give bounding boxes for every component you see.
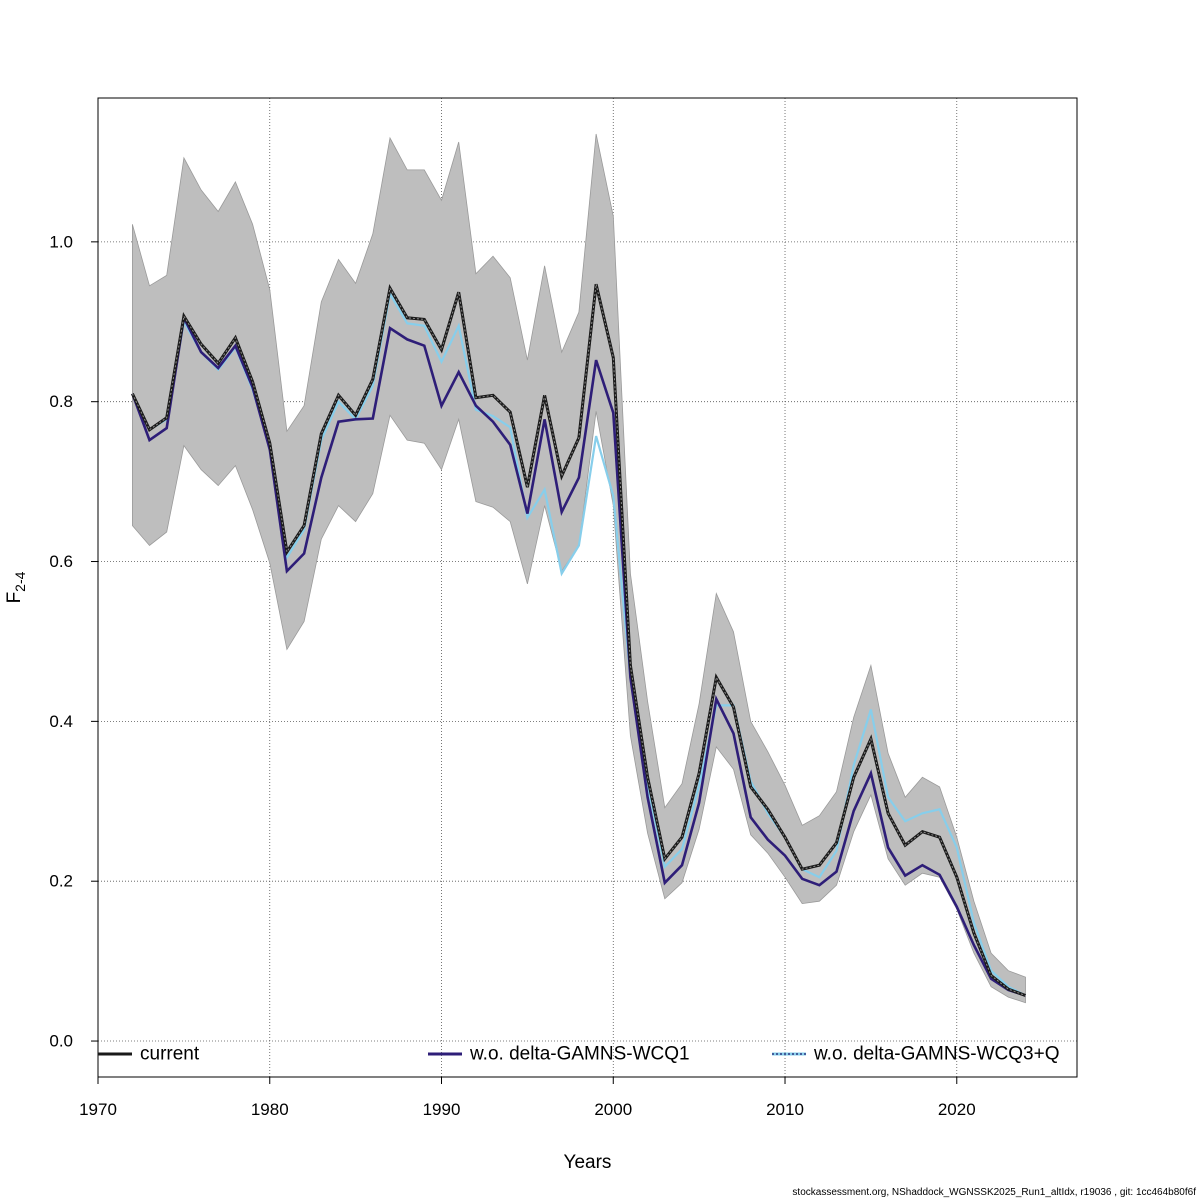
y-tick-label: 0.0	[49, 1032, 73, 1051]
legend-label: w.o. delta-GAMNS-WCQ1	[469, 1044, 690, 1065]
x-tick-label: 1980	[251, 1100, 289, 1119]
x-tick-label: 1970	[79, 1100, 117, 1119]
y-axis: 0.0 0.2 0.4 0.6 0.8 1.0	[49, 232, 98, 1051]
x-axis: 1970 1980 1990 2000 2010 2020	[79, 1077, 976, 1119]
y-axis-title-main: F	[4, 592, 25, 604]
y-tick-label: 0.2	[49, 872, 73, 891]
series-lines-layer	[131, 283, 1027, 997]
plot-area-frame	[97, 97, 1078, 1078]
y-tick-label: 0.6	[49, 552, 73, 571]
y-axis-title-subscript: 2-4	[12, 571, 28, 591]
legend-label: w.o. delta-GAMNS-WCQ3+Q	[813, 1044, 1059, 1065]
series-line-wcq1	[131, 313, 1026, 997]
y-tick-label: 0.4	[49, 712, 73, 731]
y-axis-title: F2-4	[4, 571, 28, 603]
confidence-band	[132, 133, 1026, 1004]
x-tick-label: 2020	[938, 1100, 976, 1119]
x-tick-label: 2000	[594, 1100, 632, 1119]
x-tick-label: 2010	[766, 1100, 804, 1119]
y-tick-label: 1.0	[49, 232, 73, 251]
footer-note: stockassessment.org, NShaddock_WGNSSK202…	[792, 1187, 1196, 1198]
y-tick-label: 0.8	[49, 392, 73, 411]
series-line-current-dotted	[131, 284, 1026, 996]
legend-label: current	[140, 1044, 200, 1065]
legend: current w.o. delta-GAMNS-WCQ1 w.o. delta-G…	[98, 1044, 1059, 1065]
x-axis-title: Years	[564, 1152, 612, 1173]
confidence-band-layer	[132, 133, 1026, 1004]
x-tick-label: 1990	[423, 1100, 461, 1119]
